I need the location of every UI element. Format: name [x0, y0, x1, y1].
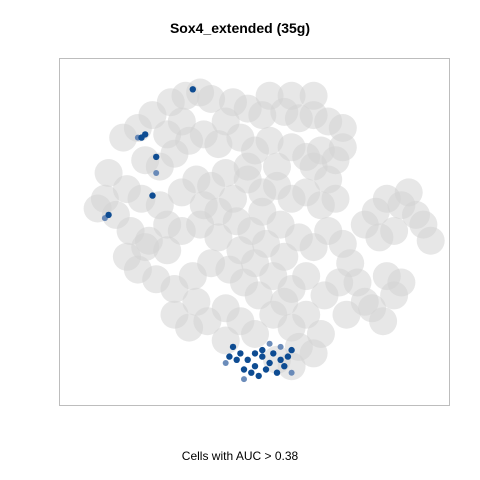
- high-auc-cell-13: [277, 356, 284, 363]
- background-cell-127: [328, 133, 357, 162]
- high-auc-cell-19: [233, 356, 240, 363]
- background-cell-114: [204, 197, 233, 226]
- background-cell-129: [241, 249, 269, 278]
- high-auc-cells: [105, 86, 295, 380]
- background-cell-20: [204, 130, 233, 159]
- background-cell-113: [248, 197, 277, 226]
- background-cells: [83, 78, 445, 381]
- high-auc-cell-14: [281, 363, 288, 370]
- high-auc-cell-11: [266, 359, 273, 367]
- background-cell-28: [94, 159, 123, 187]
- high-auc-cell-21: [284, 353, 292, 360]
- background-cell-117: [182, 287, 211, 316]
- background-cell-49: [204, 223, 233, 252]
- high-auc-cell-0: [189, 86, 196, 93]
- background-cell-128: [270, 287, 299, 316]
- high-auc-cell-9: [251, 363, 259, 370]
- background-cell-118: [211, 326, 240, 355]
- high-auc-cell-10: [259, 353, 266, 360]
- background-cell-122: [153, 120, 182, 149]
- high-auc-cell-24: [259, 346, 266, 354]
- high-auc-cell-4: [149, 192, 156, 199]
- high-auc-cell-25: [226, 353, 233, 360]
- background-cell-98: [394, 178, 423, 207]
- auc-threshold-caption: Cells with AUC > 0.38: [181, 449, 299, 463]
- background-cell-14: [328, 114, 357, 142]
- high-auc-cell-5: [105, 211, 112, 219]
- high-auc-cell-8: [244, 356, 251, 363]
- high-auc-cell-15: [248, 369, 255, 376]
- background-cell-79: [292, 300, 321, 329]
- background-cell-97: [365, 223, 394, 252]
- background-cell-23: [255, 126, 284, 155]
- high-auc-cell-7: [237, 350, 244, 357]
- high-auc-cell-17: [262, 366, 270, 373]
- high-auc-cell-2: [138, 134, 145, 141]
- mid-auc-cell-5: [288, 369, 295, 376]
- mid-auc-cell-6: [241, 376, 247, 383]
- high-auc-cell-12: [270, 350, 277, 357]
- plot-frame: [59, 58, 450, 406]
- high-auc-cell-3: [153, 153, 160, 161]
- background-cell-89: [372, 262, 401, 291]
- high-auc-cell-23: [251, 350, 259, 357]
- high-auc-cell-22: [288, 346, 295, 354]
- background-cell-6: [197, 85, 226, 113]
- background-cell-76: [241, 320, 269, 348]
- mid-auc-cell-7: [277, 343, 284, 350]
- chart-title: Sox4_extended (35g): [169, 20, 311, 36]
- background-cell-107: [153, 210, 182, 239]
- background-cell-99: [416, 226, 445, 255]
- background-cell-124: [255, 81, 284, 110]
- background-cell-65: [244, 281, 273, 310]
- high-auc-cell-16: [255, 372, 262, 380]
- background-cell-112: [263, 152, 291, 181]
- high-auc-cell-6: [229, 343, 237, 351]
- mid-auc-cell-3: [266, 340, 273, 347]
- background-cell-116: [270, 242, 299, 271]
- background-cell-86: [369, 307, 398, 336]
- background-cell-84: [332, 300, 361, 329]
- background-cell-123: [211, 107, 240, 136]
- mid-auc-cell-4: [222, 360, 229, 366]
- background-cell-120: [314, 165, 343, 194]
- mid-auc-cell-1: [153, 170, 160, 176]
- background-cell-109: [112, 242, 141, 271]
- background-cell-46: [153, 236, 182, 265]
- background-cell-125: [277, 81, 306, 110]
- background-cell-126: [299, 81, 328, 110]
- background-cell-35: [211, 159, 240, 187]
- high-auc-cell-18: [240, 366, 248, 373]
- high-auc-cell-20: [273, 369, 281, 376]
- background-cell-103: [299, 339, 328, 368]
- background-cell-68: [292, 262, 321, 291]
- background-cell-104: [233, 152, 262, 181]
